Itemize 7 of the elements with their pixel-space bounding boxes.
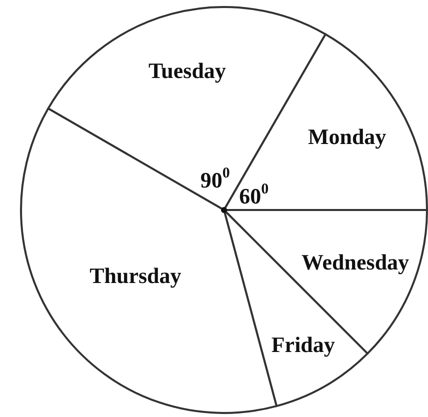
slice-label: Monday	[308, 124, 386, 150]
text: 90$^{0}$	[200, 166, 230, 193]
text: 60$^{0}$	[239, 182, 269, 209]
slice-label: Friday	[271, 332, 335, 358]
slice-label: Wednesday	[301, 249, 410, 274]
slice-label: Thursday	[90, 263, 182, 288]
slice-label: Tuesday	[148, 58, 226, 83]
